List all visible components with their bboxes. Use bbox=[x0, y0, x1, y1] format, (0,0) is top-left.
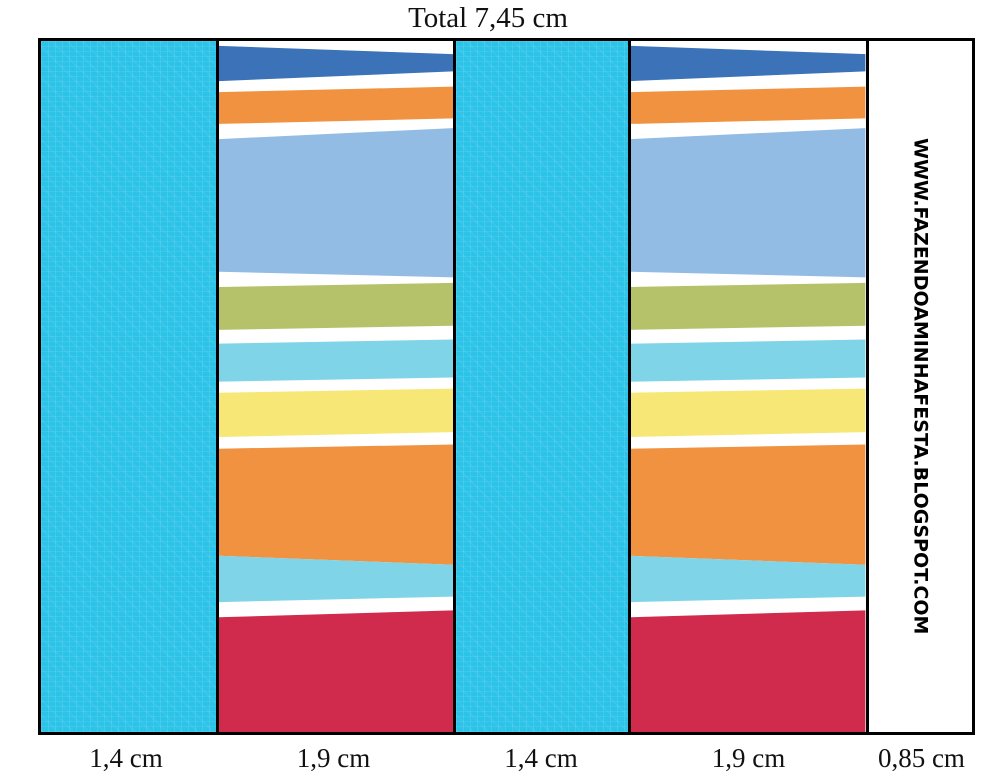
cyan-band-stripe bbox=[631, 555, 866, 603]
orange-big-stripe bbox=[631, 444, 866, 565]
yellow-stripe bbox=[218, 388, 454, 437]
stripe-pattern-2 bbox=[631, 45, 866, 732]
periwinkle-stripe bbox=[218, 128, 454, 278]
periwinkle-stripe bbox=[631, 128, 866, 278]
crimson-stripe bbox=[218, 610, 454, 732]
column-label-2: 1,9 cm bbox=[296, 743, 371, 773]
cyan-band-stripe bbox=[218, 555, 454, 603]
column-label-1: 1,4 cm bbox=[89, 743, 163, 773]
dark-blue-stripe bbox=[631, 45, 866, 82]
page-title: Total 7,45 cm bbox=[408, 2, 568, 34]
light-cyan-stripe bbox=[631, 339, 866, 382]
labels-row: 1,4 cm 1,9 cm 1,4 cm 1,9 cm 0,85 cm bbox=[38, 736, 975, 781]
orange-top-stripe bbox=[218, 86, 454, 124]
column-striped-2 bbox=[628, 41, 866, 732]
column-watermark: WWW.FAZENDOAMINHAFESTA.BLOGSPOT.COM bbox=[865, 41, 972, 732]
column-label-5: 0,85 cm bbox=[877, 743, 965, 773]
column-label-4: 1,9 cm bbox=[711, 743, 786, 773]
orange-big-stripe bbox=[218, 444, 454, 565]
template-figure: WWW.FAZENDOAMINHAFESTA.BLOGSPOT.COM bbox=[38, 38, 975, 735]
crimson-stripe bbox=[631, 610, 866, 732]
column-solid-1 bbox=[41, 41, 216, 732]
light-cyan-stripe bbox=[218, 339, 454, 382]
stripe-pattern-1 bbox=[218, 45, 454, 732]
orange-top-stripe bbox=[631, 86, 866, 124]
olive-stripe bbox=[218, 282, 454, 330]
yellow-stripe bbox=[631, 388, 866, 437]
column-label-3: 1,4 cm bbox=[504, 743, 578, 773]
column-solid-2 bbox=[453, 41, 629, 732]
watermark-text: WWW.FAZENDOAMINHAFESTA.BLOGSPOT.COM bbox=[909, 138, 932, 635]
dark-blue-stripe bbox=[218, 45, 454, 82]
olive-stripe bbox=[631, 282, 866, 330]
column-striped-1 bbox=[215, 41, 454, 732]
